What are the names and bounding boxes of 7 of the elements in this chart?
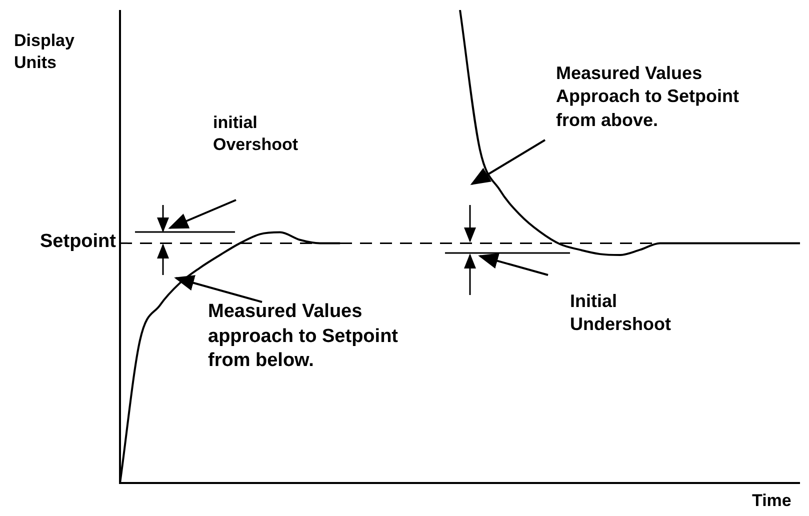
ref-line-label: Setpoint — [40, 230, 116, 254]
y-axis-title: Display Units — [14, 30, 76, 74]
x-axis-title: Time — [752, 490, 792, 512]
annotation: Measured Values approach to Setpoint from below. — [208, 300, 399, 374]
annotation: initial Overshoot — [213, 112, 300, 156]
annotation: Measured Values Approach to Setpoint from above. — [556, 62, 740, 132]
annotation: Initial Undershoot — [570, 290, 672, 336]
